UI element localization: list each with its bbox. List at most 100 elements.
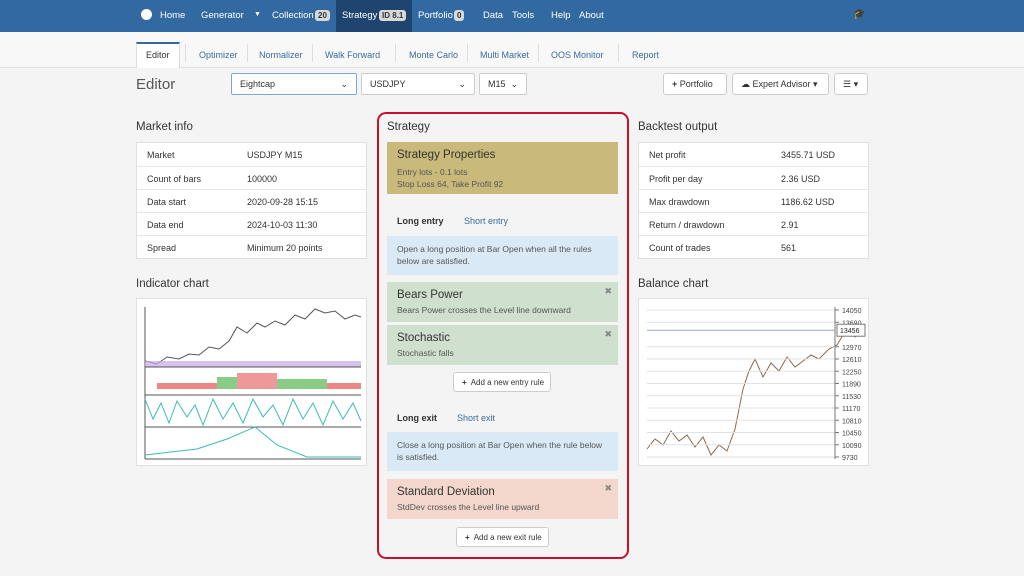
nav-item[interactable]: About — [579, 10, 604, 21]
icon: ☁ — [741, 79, 750, 89]
nav-item[interactable]: Portfolio — [418, 10, 453, 21]
section-title: Market info — [136, 121, 193, 133]
row-value: 2020-09-28 15:15 — [247, 197, 319, 207]
row-value: 2024-10-03 11:30 — [247, 220, 318, 230]
balance-chart: 1405013690129701261012250118901153011170… — [638, 298, 869, 466]
tab[interactable]: Multi Market — [480, 50, 530, 60]
badge: 20 — [315, 10, 330, 21]
nav-item[interactable]: Data — [483, 10, 504, 21]
caret: ⌄ — [340, 79, 348, 89]
row-label: Count of bars — [147, 174, 202, 184]
period-select[interactable]: M15 ⌄ — [479, 73, 527, 95]
row-value: Minimum 20 points — [247, 243, 323, 253]
card-line: Stop Loss 64, Take Profit 92 — [397, 179, 504, 189]
section-title: Strategy — [387, 121, 430, 133]
table-row: Net profit 3455.71 USD — [639, 143, 868, 166]
nav-item[interactable]: Strategy — [342, 10, 378, 21]
histogram — [157, 373, 361, 389]
select-value: USDJPY — [370, 79, 406, 89]
y-tick-label: 12250 — [842, 369, 862, 376]
icon[interactable]: 🎓 — [853, 9, 866, 20]
select-value: M15 — [488, 79, 506, 89]
add-entry-rule[interactable]: + Add a new entry rule — [453, 372, 551, 392]
separator — [538, 44, 539, 62]
row-label: Count of trades — [649, 243, 711, 253]
separator — [618, 44, 619, 62]
row-label: Market — [147, 150, 175, 160]
button-label: Add a new exit rule — [473, 533, 542, 542]
remove-icon[interactable]: ✖ — [604, 329, 612, 339]
expert-advisor-button[interactable]: ☁ Expert Advisor ▾ — [732, 73, 829, 95]
row-value: USDJPY M15 — [247, 150, 303, 160]
card-line: Entry lots - 0.1 lots — [397, 167, 468, 177]
y-tick-label: 12970 — [842, 345, 862, 352]
entry-rule[interactable]: ✖ Bears Power Bears Power crosses the Leve… — [387, 282, 618, 322]
button-label: Add a new entry rule — [470, 378, 545, 387]
page-title: Editor — [136, 76, 176, 93]
active-tab — [136, 42, 180, 68]
table-row: Profit per day 2.36 USD — [639, 166, 868, 189]
tab[interactable]: Normalizer — [259, 50, 303, 60]
tab[interactable]: OOS Monitor — [551, 50, 604, 60]
section-title: Balance chart — [638, 278, 709, 290]
tab[interactable]: Long exit — [397, 413, 437, 423]
nav-item[interactable]: Home — [160, 10, 186, 21]
y-tick-label: 10450 — [842, 431, 862, 438]
y-tick-label: 10810 — [842, 418, 862, 425]
rule-title: Stochastic — [397, 332, 451, 344]
entry-rule[interactable]: ✖ Stochastic Stochastic falls — [387, 325, 618, 365]
table-row: Data start 2020-09-28 15:15 — [137, 189, 366, 212]
row-label: Max drawdown — [649, 197, 710, 207]
section-title: Indicator chart — [136, 278, 209, 290]
section-title: Backtest output — [638, 121, 718, 133]
icon: + — [672, 79, 678, 89]
row-value: 2.91 — [781, 220, 799, 230]
row-label: Spread — [147, 243, 177, 253]
separator — [467, 44, 468, 62]
tab[interactable]: Monte Carlo — [409, 50, 459, 60]
indicator-chart — [136, 298, 367, 466]
tab[interactable]: Short exit — [457, 413, 496, 423]
nav-item[interactable]: Help — [551, 10, 571, 21]
nav-item[interactable]: Collection — [272, 10, 314, 21]
nav-item[interactable]: Tools — [512, 10, 535, 21]
caret: ⌄ — [510, 79, 518, 89]
portfolio-button[interactable]: + Portfolio — [663, 73, 727, 95]
separator — [312, 44, 313, 62]
rule-description: Bears Power crosses the Level line downw… — [397, 305, 571, 315]
tab[interactable]: Optimizer — [199, 50, 238, 60]
add-exit-rule[interactable]: + Add a new exit rule — [456, 527, 549, 547]
volume-band — [145, 361, 361, 367]
current-box — [836, 323, 866, 337]
indicator-svg — [144, 307, 362, 460]
menu-button[interactable]: ☰ ▾ — [834, 73, 868, 95]
button-label: Portfolio — [679, 79, 713, 89]
row-label: Data start — [147, 197, 187, 207]
strategy-properties[interactable]: Strategy Properties Entry lots - 0.1 lot… — [387, 142, 618, 194]
icon: + — [462, 378, 467, 387]
remove-icon[interactable]: ✖ — [604, 286, 612, 296]
nav-item[interactable]: Generator — [201, 10, 244, 21]
y-tick-label: 10090 — [842, 443, 862, 450]
exit-rule[interactable]: ✖ Standard Deviation StdDev crosses the Le… — [387, 479, 618, 519]
navbar: Home Generator ▼ Collection 20 Strategy … — [0, 0, 1024, 32]
subnav: Editor Optimizer Normalizer Walk Forward… — [0, 32, 1024, 68]
table-row: Count of bars 100000 — [137, 166, 366, 189]
tab[interactable]: Short entry — [464, 216, 509, 226]
symbol-select[interactable]: USDJPY ⌄ — [361, 73, 475, 95]
y-tick-label: 12610 — [842, 357, 862, 364]
select-value: Eightcap — [240, 79, 276, 89]
entry-description: Open a long position at Bar Open when al… — [387, 236, 618, 275]
broker-select[interactable]: Eightcap ⌄ — [231, 73, 357, 95]
logo[interactable] — [141, 9, 152, 20]
description: Open a long position at Bar Open when al… — [397, 244, 592, 266]
tab[interactable]: Report — [632, 50, 660, 60]
row-label: Net profit — [649, 150, 686, 160]
table-row: Max drawdown 1186.62 USD — [639, 189, 868, 212]
tab[interactable]: Walk Forward — [325, 50, 381, 60]
tab[interactable]: Editor — [146, 50, 170, 60]
badge: 0 — [454, 10, 465, 21]
tab[interactable]: Long entry — [397, 216, 444, 226]
remove-icon[interactable]: ✖ — [604, 483, 612, 493]
